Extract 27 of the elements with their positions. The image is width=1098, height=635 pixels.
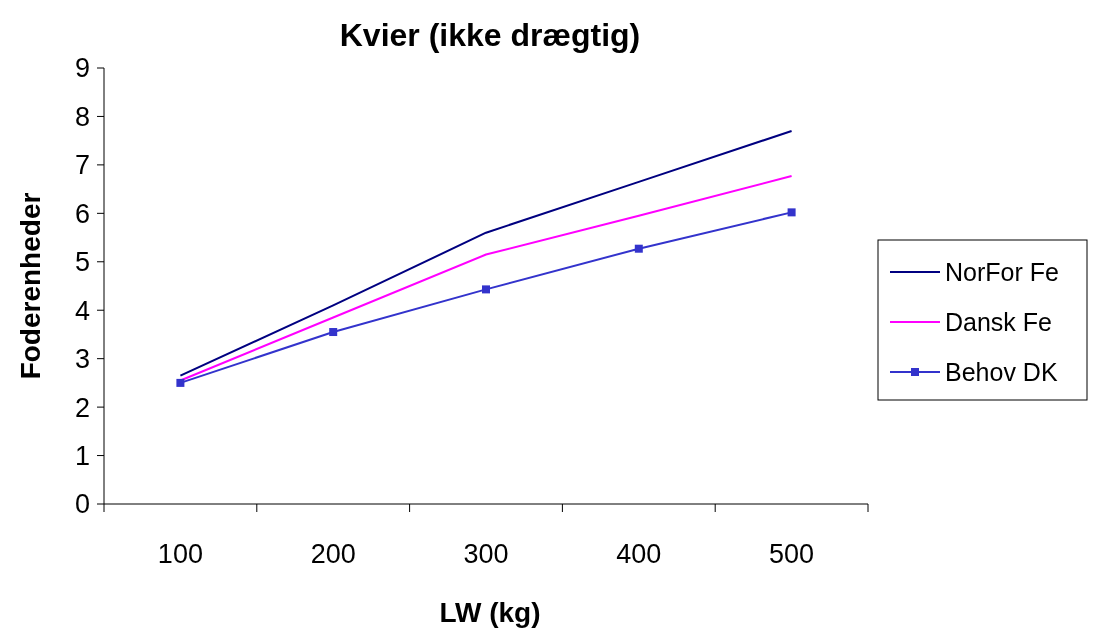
y-tick-label: 7	[74, 150, 90, 181]
chart-title: Kvier (ikke drægtig)	[339, 17, 641, 53]
x-tick-label: 200	[310, 539, 356, 569]
point	[482, 285, 490, 294]
y-tick-label: 8	[74, 101, 90, 132]
x-tick-label: 400	[616, 539, 662, 569]
point	[787, 208, 796, 217]
y-tick-label: 1	[74, 441, 90, 472]
y-tick-label: 3	[74, 344, 90, 375]
y-tick-label: 4	[74, 295, 90, 326]
y-axis-title: Foderenheder	[15, 192, 46, 380]
point	[176, 378, 185, 387]
legend-label: NorFor Fe	[945, 257, 1059, 286]
y-tick-label: 2	[74, 392, 90, 423]
line-series	[179, 129, 793, 377]
legend-label: Dansk Fe	[945, 307, 1052, 336]
x-tick-label: 500	[769, 539, 815, 569]
y-tick-label: 9	[74, 53, 90, 84]
x-tick-label: 100	[157, 539, 203, 569]
point	[634, 244, 643, 253]
y-tick-label: 5	[74, 247, 90, 278]
x-axis-title: LW (kg)	[439, 597, 541, 628]
x-tick-label: 300	[463, 539, 509, 569]
y-tick-label: 0	[74, 489, 90, 520]
point	[329, 328, 338, 337]
y-tick-label: 6	[74, 198, 90, 229]
legend-label: Behov DK	[945, 357, 1058, 386]
